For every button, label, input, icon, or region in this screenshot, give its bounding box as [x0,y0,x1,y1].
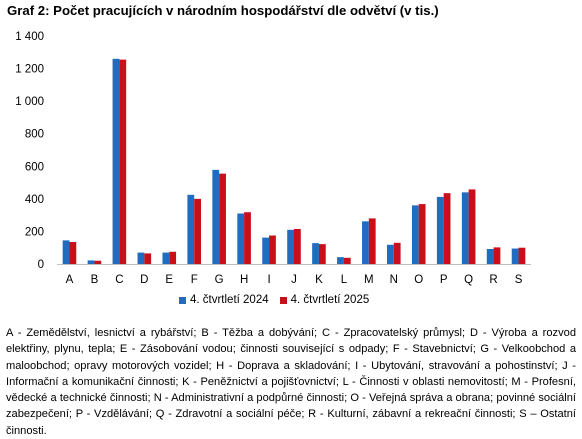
x-tick-label: I [267,274,270,286]
y-tick-label: 1 200 [15,64,44,76]
bar-D-series-0 [137,252,145,264]
bar-G-series-1 [219,173,226,264]
y-tick-label: 1 000 [15,96,44,108]
y-tick-label: 400 [25,194,44,206]
bar-H-series-0 [237,213,245,264]
bar-N-series-0 [386,244,394,264]
bar-E-series-0 [162,252,170,264]
bar-G-series-0 [212,169,220,264]
legend-entry-2024: 4. čtvrtletí 2024 [179,294,269,306]
bar-O-series-1 [418,204,426,264]
legend-label-2025: 4. čtvrtletí 2025 [290,294,370,306]
bar-E-series-1 [169,251,177,264]
bar-M-series-0 [362,221,369,264]
bar-K-series-0 [312,243,319,264]
x-tick-label: G [215,274,224,286]
bar-F-series-0 [187,194,195,264]
bar-J-series-0 [287,229,294,264]
bar-Q-series-0 [461,192,469,264]
bar-H-series-1 [244,212,251,264]
x-tick-label: P [440,274,448,286]
bar-A-series-0 [62,240,70,264]
bar-S-series-1 [518,247,526,264]
bar-D-series-1 [144,253,152,264]
x-tick-label: D [140,274,148,286]
bar-C-series-1 [119,59,127,264]
legend-entry-2025: 4. čtvrtletí 2025 [279,294,370,306]
x-tick-label: C [115,274,123,286]
bar-L-series-1 [343,257,351,264]
legend-swatch-2024 [179,296,186,304]
bar-B-series-1 [94,260,102,264]
bar-M-series-1 [368,218,376,264]
bar-J-series-1 [294,228,301,264]
x-tick-label: E [165,274,173,286]
x-tick-label: R [489,274,497,286]
bar-R-series-1 [493,247,501,264]
bar-I-series-1 [269,235,276,264]
x-tick-label: B [91,274,99,286]
bar-S-series-0 [511,248,519,264]
bar-C-series-0 [112,58,120,264]
legend-swatch-2025 [279,296,287,304]
bar-L-series-0 [337,257,344,264]
x-tick-label: H [240,274,248,286]
bar-I-series-0 [262,237,270,264]
x-tick-label: K [315,274,323,286]
chart-footnote: A - Zemědělství, lesnictví a rybářství; … [6,327,576,437]
bar-B-series-0 [87,260,95,264]
bar-K-series-1 [318,244,326,264]
bar-chart: 0 200 400 600 800 1 000 1 200 1 400 A B C D E F G H I J K… [15,31,531,286]
bar-Q-series-1 [468,189,476,264]
x-tick-label: F [191,274,198,286]
x-tick-label: N [390,274,398,286]
bar-A-series-1 [69,242,77,264]
bar-F-series-1 [194,198,202,264]
bar-O-series-0 [411,205,419,264]
bar-R-series-0 [486,249,494,264]
x-tick-label: O [414,274,423,286]
chart-legend: 4. čtvrtletí 2024 4. čtvrtletí 2025 [179,294,369,306]
x-tick-label: L [341,274,348,286]
x-tick-label: M [364,274,374,286]
x-tick-label: S [515,274,523,286]
chart-title: Graf 2: Počet pracujících v národním hos… [7,3,439,18]
y-tick-label: 800 [25,129,44,141]
y-tick-label: 600 [25,161,44,173]
bar-P-series-1 [443,193,451,264]
bar-P-series-0 [436,196,444,264]
y-tick-label: 0 [38,259,44,271]
x-tick-label: Q [464,274,473,286]
y-tick-label: 200 [25,226,44,238]
bar-N-series-1 [393,242,401,264]
y-tick-label: 1 400 [15,31,44,43]
x-tick-label: A [66,274,74,286]
legend-label-2024: 4. čtvrtletí 2024 [190,294,269,306]
x-tick-label: J [291,274,297,286]
